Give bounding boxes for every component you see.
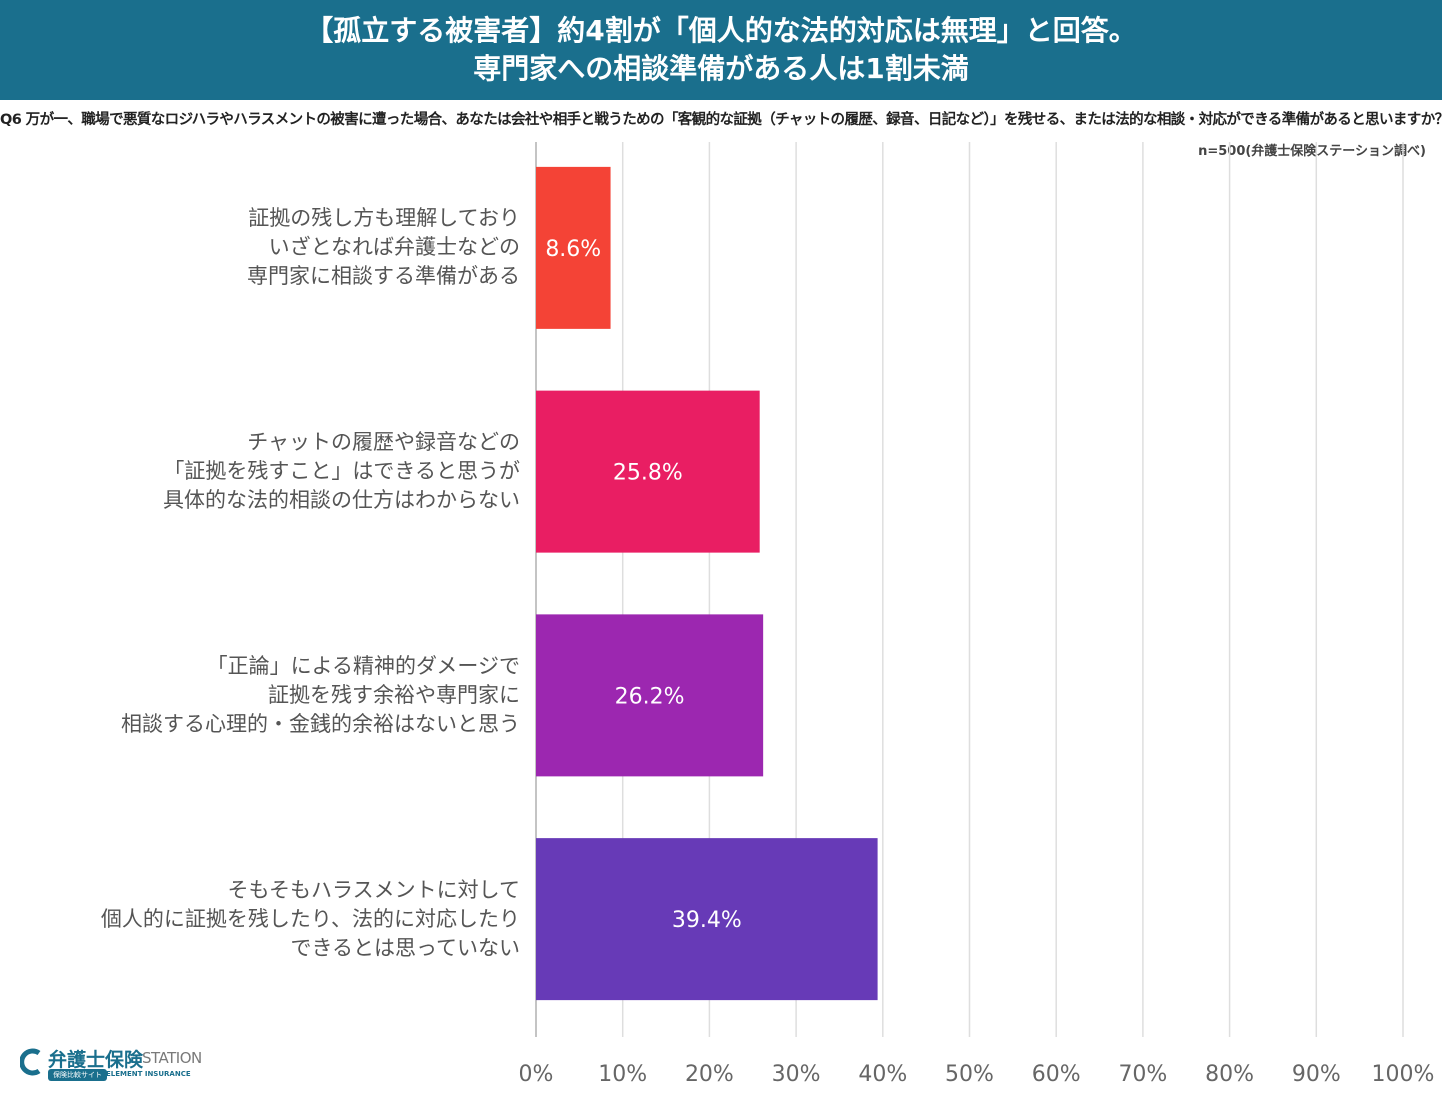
- category-label-4: そもそもハラスメントに対して個人的に証拠を残したり、法的に対応したりできるとは思…: [20, 876, 520, 963]
- x-tick-label-60: 60%: [1032, 1062, 1081, 1087]
- bar-value-label-4: 39.4%: [672, 908, 742, 933]
- logo-name: 弁護士保険: [48, 1049, 144, 1071]
- category-label-3: 「正論」による精神的ダメージで証拠を残す余裕や専門家に相談する心理的・金銭的余裕…: [20, 652, 520, 739]
- x-tick-label-20: 20%: [685, 1062, 734, 1087]
- bar-4: [536, 838, 878, 1001]
- category-label-line: 専門家に相談する準備がある: [247, 264, 520, 289]
- x-tick-label-80: 80%: [1205, 1062, 1254, 1087]
- title-banner: 【孤立する被害者】約4割が「個人的な法的対応は無理」と回答。 専門家への相談準備…: [0, 0, 1442, 100]
- survey-question: Q6 万が一、職場で悪質なロジハラやハラスメントの被害に遭った場合、あなたは会社…: [0, 112, 1442, 128]
- category-label-line: チャットの履歴や録音などの: [247, 430, 520, 455]
- category-label-line: 証拠を残す余裕や専門家に: [268, 682, 520, 707]
- x-tick-label-40: 40%: [858, 1062, 907, 1087]
- logo-station: STATION: [142, 1049, 202, 1067]
- chart-title-line-1: 【孤立する被害者】約4割が「個人的な法的対応は無理」と回答。: [305, 14, 1137, 47]
- logo-c-icon: [20, 1048, 41, 1076]
- category-label-line: 具体的な法的相談の仕方はわからない: [163, 488, 520, 513]
- brand-logo: 弁護士保険 STATION 保険比較サイト ELEMENT INSURANCE: [20, 1045, 230, 1085]
- bar-value-label-1: 8.6%: [545, 237, 601, 262]
- category-label-2: チャットの履歴や録音などの「証拠を残すこと」はできると思うが 具体的な法的相談の仕…: [20, 428, 520, 515]
- category-label-line: 相談する心理的・金銭的余裕はないと思う: [121, 711, 520, 736]
- x-tick-label-90: 90%: [1292, 1062, 1341, 1087]
- category-label-line: 「正論」による精神的ダメージで: [206, 653, 520, 678]
- category-label-line: そもそもハラスメントに対して: [227, 877, 520, 902]
- category-label-line: できるとは思っていない: [290, 935, 520, 960]
- logo-badge: 保険比較サイト: [48, 1069, 107, 1081]
- x-tick-label-10: 10%: [598, 1062, 647, 1087]
- bar-value-label-2: 25.8%: [613, 461, 683, 486]
- x-tick-label-50: 50%: [945, 1062, 994, 1087]
- x-tick-label-0: 0%: [519, 1062, 554, 1087]
- bar-value-label-3: 26.2%: [615, 684, 685, 709]
- category-label-line: いざとなれば弁護士などの: [268, 235, 520, 260]
- bar-1: [536, 166, 611, 329]
- x-tick-label-30: 30%: [772, 1062, 821, 1087]
- category-label-line: 「証拠を残すこと」はできると思うが: [163, 459, 520, 484]
- bar-2: [536, 390, 760, 553]
- sample-size-note: n=500(弁護士保険ステーション調べ): [1198, 144, 1426, 159]
- x-tick-label-70: 70%: [1118, 1062, 1167, 1087]
- category-label-1: 証拠の残し方も理解しておりいざとなれば弁護士などの専門家に相談する準備がある: [20, 204, 520, 291]
- category-label-line: 証拠の残し方も理解しており: [248, 206, 520, 231]
- chart-title-line-2: 専門家への相談準備がある人は1割未満: [473, 52, 969, 85]
- category-label-line: 個人的に証拠を残したり、法的に対応したり: [100, 906, 520, 931]
- logo-subtitle: ELEMENT INSURANCE: [106, 1070, 191, 1078]
- bar-3: [536, 614, 764, 777]
- x-tick-label-100: 100%: [1372, 1062, 1435, 1087]
